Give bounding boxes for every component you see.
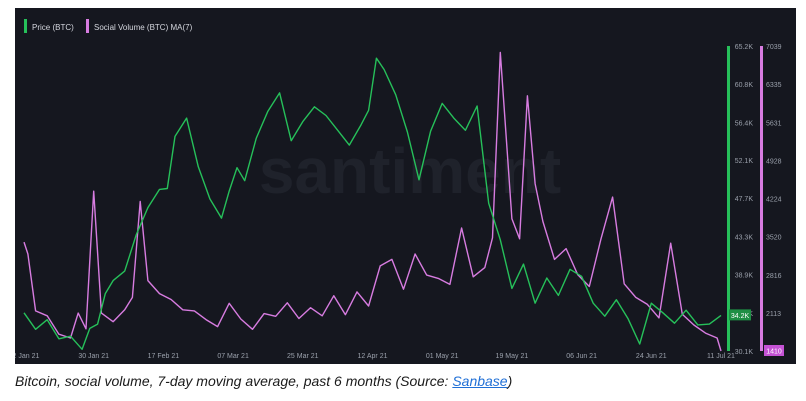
social-tick-label: 2816 <box>766 273 782 280</box>
watermark: santiment <box>259 135 561 207</box>
legend-social-swatch <box>86 19 89 33</box>
legend-price-swatch <box>24 19 27 33</box>
source-link[interactable]: Sanbase <box>452 373 508 389</box>
social-axis: 7039 6335 5631 4928 4224 3520 2816 2113 <box>760 44 782 351</box>
price-tick-label: 30.1K <box>735 349 754 356</box>
x-tick-label: 12 Jan 21 <box>15 353 39 360</box>
current-value-labels: 34.2K 1410 <box>729 309 784 356</box>
social-tick-label: 3520 <box>766 235 782 242</box>
social-tick-label: 6335 <box>766 82 782 89</box>
price-tick-label: 60.8K <box>735 82 754 89</box>
legend: Price (BTC) Social Volume (BTC) MA(7) <box>24 19 193 33</box>
caption-suffix: ) <box>507 373 513 389</box>
legend-social-label: Social Volume (BTC) MA(7) <box>94 23 193 32</box>
social-current-label: 1410 <box>766 349 782 356</box>
social-tick-label: 2113 <box>766 311 781 318</box>
x-tick-label: 17 Feb 21 <box>148 353 180 360</box>
x-axis: 12 Jan 21 30 Jan 21 17 Feb 21 07 Mar 21 25 M… <box>15 353 735 360</box>
price-line <box>23 57 722 350</box>
price-current-label: 34.2K <box>731 313 750 320</box>
price-tick-label: 56.4K <box>735 120 754 127</box>
price-tick-label: 65.2K <box>735 44 754 51</box>
x-tick-label: 11 Jul 21 <box>707 353 735 360</box>
x-tick-label: 06 Jun 21 <box>566 353 597 360</box>
social-current-badge <box>764 345 784 356</box>
price-axis-bar <box>727 46 730 351</box>
social-axis-bar <box>760 46 763 351</box>
x-tick-label: 01 May 21 <box>426 353 459 360</box>
x-tick-label: 30 Jan 21 <box>78 353 109 360</box>
x-tick-label: 25 Mar 21 <box>287 353 319 360</box>
social-tick-label: 7039 <box>766 44 782 51</box>
price-tick-label: 47.7K <box>735 196 754 203</box>
x-tick-label: 24 Jun 21 <box>636 353 667 360</box>
social-tick-label: 4224 <box>766 197 782 204</box>
social-tick-label: 4928 <box>766 158 782 165</box>
series-layer <box>23 51 722 352</box>
price-tick-label: 43.3K <box>735 234 754 241</box>
chart-svg: santiment Price (BTC) Social Volume (BTC… <box>15 19 784 360</box>
legend-price-label: Price (BTC) <box>32 23 74 32</box>
x-tick-label: 19 May 21 <box>496 353 529 360</box>
price-axis: 65.2K60.8K56.4K52.1K47.7K43.3K38.9K34.5K… <box>727 44 753 356</box>
x-tick-label: 07 Mar 21 <box>217 353 249 360</box>
social-volume-line <box>23 51 722 352</box>
price-tick-label: 52.1K <box>735 158 754 165</box>
caption-text: Bitcoin, social volume, 7-day moving ave… <box>15 373 453 389</box>
price-current-badge <box>729 309 751 321</box>
social-tick-label: 5631 <box>766 120 782 127</box>
price-tick-label: 38.9K <box>735 273 754 280</box>
caption: Bitcoin, social volume, 7-day moving ave… <box>15 373 512 389</box>
x-tick-label: 12 Apr 21 <box>358 353 388 360</box>
chart-panel: santiment Price (BTC) Social Volume (BTC… <box>15 8 796 364</box>
